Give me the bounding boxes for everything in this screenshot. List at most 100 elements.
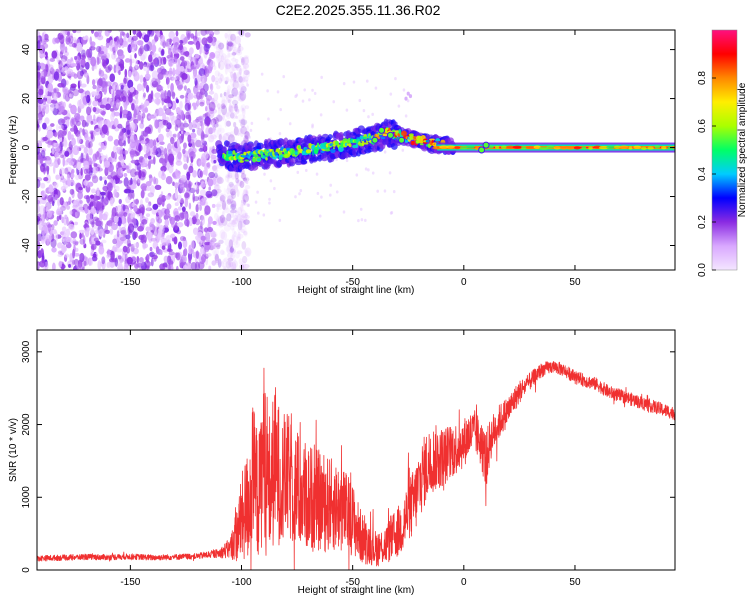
noise-blob xyxy=(109,197,114,207)
noise-dot xyxy=(318,214,322,218)
noise-blob xyxy=(205,94,213,101)
noise-blob xyxy=(99,104,106,109)
noise-blob xyxy=(215,175,219,180)
carrier-knot xyxy=(539,146,549,150)
noise-dot xyxy=(397,104,401,108)
colorbar-tick-label: 0.4 xyxy=(697,167,708,181)
noise-blob xyxy=(230,112,235,119)
noise-blob xyxy=(190,240,195,250)
noise-blob xyxy=(68,223,75,231)
noise-blob xyxy=(70,173,75,179)
carrier-knot xyxy=(619,145,629,149)
noise-blob xyxy=(166,103,172,108)
noise-blob xyxy=(152,203,159,210)
noise-blob xyxy=(144,100,150,107)
noise-blob xyxy=(216,175,223,184)
noise-blob xyxy=(130,159,138,164)
noise-blob xyxy=(81,232,84,238)
noise-blob xyxy=(230,261,237,270)
noise-blob xyxy=(61,118,66,124)
noise-blob xyxy=(134,53,137,59)
noise-dot xyxy=(268,197,271,201)
noise-blob xyxy=(55,231,59,242)
noise-blob xyxy=(70,104,77,115)
noise-blob xyxy=(63,51,69,57)
noise-dot xyxy=(320,195,323,199)
noise-blob xyxy=(59,34,65,45)
noise-blob xyxy=(214,70,220,77)
noise-blob xyxy=(199,101,205,107)
noise-blob xyxy=(95,201,101,211)
noise-blob xyxy=(214,173,219,179)
carrier-knot xyxy=(525,145,536,150)
noise-blob xyxy=(231,235,239,243)
noise-blob xyxy=(134,71,139,81)
signal-halo xyxy=(222,146,228,153)
noise-blob xyxy=(144,107,149,113)
noise-dot xyxy=(299,189,303,193)
noise-blob xyxy=(124,58,131,63)
noise-blob xyxy=(192,170,197,178)
snr-xtick-label: 0 xyxy=(461,577,467,588)
noise-dot xyxy=(308,98,311,102)
noise-blob xyxy=(166,248,173,253)
noise-blob xyxy=(154,78,161,85)
noise-blob xyxy=(88,141,93,148)
carrier-knot xyxy=(459,146,468,150)
noise-dot xyxy=(268,201,271,205)
noise-blob xyxy=(240,229,246,234)
noise-blob xyxy=(106,248,111,257)
noise-blob xyxy=(216,53,222,64)
noise-blob xyxy=(38,110,43,121)
noise-blob xyxy=(231,203,237,208)
noise-blob xyxy=(196,181,200,189)
noise-blob xyxy=(218,239,224,245)
noise-blob xyxy=(85,139,90,148)
noise-blob xyxy=(50,123,55,128)
carrier-knot xyxy=(566,146,575,150)
signal-feature xyxy=(482,141,490,149)
noise-blob xyxy=(84,164,90,170)
noise-blob xyxy=(173,224,178,231)
noise-blob xyxy=(98,147,102,153)
noise-blob xyxy=(214,172,218,179)
noise-blob xyxy=(216,207,219,213)
noise-blob xyxy=(204,205,211,216)
noise-blob xyxy=(157,127,161,134)
noise-blob xyxy=(221,105,228,116)
noise-blob xyxy=(73,252,80,257)
noise-blob xyxy=(184,50,190,58)
noise-blob xyxy=(54,147,61,153)
noise-blob xyxy=(83,161,89,166)
noise-blob xyxy=(220,221,226,227)
noise-blob xyxy=(59,51,64,59)
carrier-knot xyxy=(521,146,527,150)
noise-blob xyxy=(72,248,76,259)
noise-blob xyxy=(132,198,136,207)
noise-blob xyxy=(123,176,129,187)
noise-blob xyxy=(124,253,128,261)
noise-dot xyxy=(250,121,254,125)
noise-blob xyxy=(182,148,186,155)
spectrogram-ytick-label: -40 xyxy=(21,238,32,253)
signal-core xyxy=(274,151,279,156)
noise-blob xyxy=(217,258,222,268)
noise-blob xyxy=(198,68,206,77)
noise-blob xyxy=(187,32,191,41)
noise-blob xyxy=(138,61,144,70)
noise-blob xyxy=(64,253,70,258)
noise-blob xyxy=(47,75,54,84)
noise-blob xyxy=(79,127,83,133)
noise-blob xyxy=(158,47,162,53)
noise-blob xyxy=(40,75,46,85)
noise-blob xyxy=(200,246,205,255)
noise-blob xyxy=(169,264,174,270)
noise-blob xyxy=(147,155,152,160)
carrier-knot xyxy=(661,146,667,150)
noise-blob xyxy=(191,102,197,107)
noise-blob xyxy=(131,35,138,41)
noise-dot xyxy=(362,109,366,113)
noise-blob xyxy=(214,253,219,264)
noise-blob xyxy=(189,187,196,194)
noise-blob xyxy=(240,105,243,113)
